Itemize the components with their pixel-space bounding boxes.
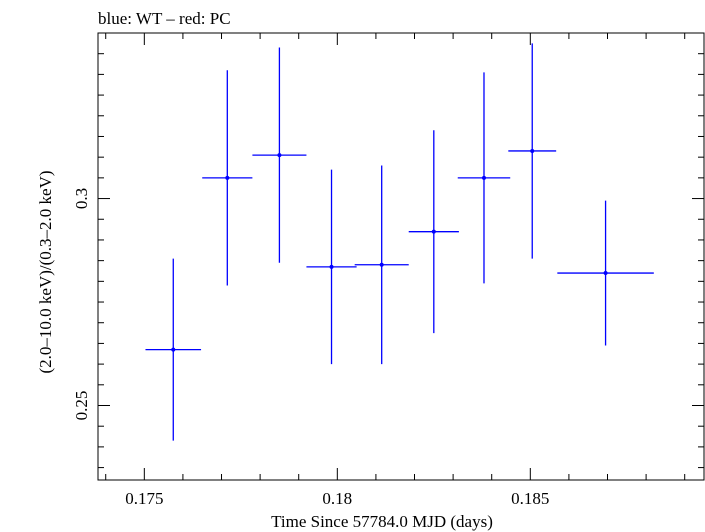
data-point xyxy=(408,130,459,334)
data-point xyxy=(145,258,202,441)
data-point xyxy=(202,70,253,286)
x-tick-label: 0.185 xyxy=(511,489,549,508)
point-marker xyxy=(431,229,436,234)
plot-frame xyxy=(97,32,705,481)
chart-title: blue: WT – red: PC xyxy=(98,9,231,28)
data-point xyxy=(557,200,654,346)
y-tick-label: 0.3 xyxy=(72,188,91,209)
data-point xyxy=(508,43,557,259)
axis-ticks xyxy=(98,32,704,480)
x-axis-label: Time Since 57784.0 MJD (days) xyxy=(271,512,493,531)
y-tick-label: 0.25 xyxy=(72,391,91,421)
point-marker xyxy=(277,153,282,158)
y-axis-label: (2.0–10.0 keV)/(0.3–2.0 keV) xyxy=(36,170,55,373)
x-tick-label: 0.175 xyxy=(125,489,163,508)
tick-labels: 0.175 0.18 0.185 0.25 0.3 xyxy=(72,188,549,508)
point-marker xyxy=(530,148,535,153)
point-marker xyxy=(171,347,176,352)
point-marker xyxy=(379,262,384,267)
data-point xyxy=(457,72,511,284)
data-point xyxy=(306,169,357,365)
point-marker xyxy=(603,271,608,276)
point-marker xyxy=(329,264,334,269)
data-point xyxy=(354,165,409,365)
data-point xyxy=(252,47,307,263)
data-points xyxy=(145,43,654,441)
x-tick-label: 0.18 xyxy=(322,489,352,508)
point-marker xyxy=(481,175,486,180)
point-marker xyxy=(225,175,230,180)
